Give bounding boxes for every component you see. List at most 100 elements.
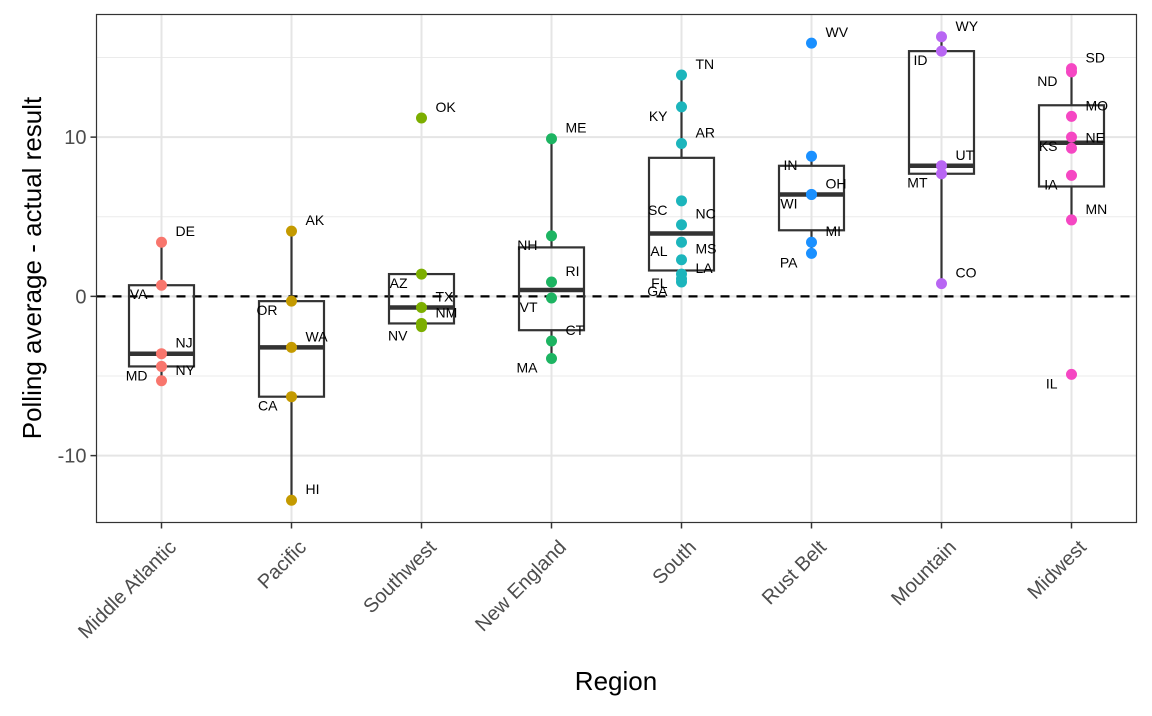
data-point [806, 236, 817, 248]
point-label: AZ [390, 275, 408, 291]
y-tick-label: 0 [75, 286, 86, 308]
point-label: NM [436, 304, 458, 320]
point-label: MT [907, 175, 928, 191]
point-label: MA [517, 359, 539, 375]
point-label: WI [780, 195, 797, 211]
point-label: ID [914, 52, 928, 68]
data-point [156, 360, 167, 372]
data-point [286, 295, 297, 307]
point-label: HI [306, 481, 320, 497]
point-label: OK [436, 99, 457, 115]
data-point [1066, 169, 1077, 181]
point-label: AR [696, 124, 715, 140]
point-label: WA [306, 328, 329, 344]
point-label: MS [696, 241, 717, 257]
data-point [676, 276, 687, 288]
y-axis: -10 0 10 [58, 127, 97, 468]
point-label: ND [1037, 73, 1057, 89]
point-label: VT [520, 299, 538, 315]
data-point [676, 195, 687, 207]
point-label: OR [257, 302, 278, 318]
data-point [936, 168, 947, 180]
point-label: GA [647, 283, 668, 299]
data-point [546, 292, 557, 304]
point-label: MO [1086, 97, 1109, 113]
point-label: WY [956, 18, 979, 34]
data-point [416, 317, 427, 329]
data-point [936, 278, 947, 290]
point-label: ME [566, 120, 587, 136]
point-label: MN [1086, 201, 1108, 217]
grid [96, 14, 1137, 523]
point-label: IL [1046, 375, 1058, 391]
point-label: NV [388, 328, 408, 344]
point-label: OH [826, 175, 847, 191]
data-point [676, 69, 687, 81]
data-point [936, 45, 947, 57]
point-label: NH [517, 237, 537, 253]
point-label: MD [126, 367, 148, 383]
data-point [286, 391, 297, 403]
point-label: VA [130, 286, 148, 302]
data-point [286, 341, 297, 353]
point-label: TX [436, 289, 455, 305]
data-point [936, 31, 947, 43]
point-label: IA [1044, 176, 1058, 192]
data-point [546, 230, 557, 242]
point-label: SC [648, 202, 667, 218]
data-point [286, 225, 297, 237]
point-labels: DE VA NJ MD NY AK OR WA CA HI OK AZ TX NV NM ME NH RI VT CT… [126, 18, 1108, 497]
data-point [546, 335, 557, 347]
point-label: FL [651, 275, 668, 291]
point-label: TN [696, 56, 715, 72]
point-label: CA [258, 398, 278, 414]
point-label: NJ [176, 335, 193, 351]
point-label: LA [696, 260, 714, 276]
data-point [676, 254, 687, 266]
box [777, 164, 846, 232]
data-point [676, 219, 687, 231]
point-label: NC [696, 206, 716, 222]
data-point [676, 137, 687, 149]
data-point [156, 279, 167, 291]
point-label: CO [956, 265, 977, 281]
data-point [416, 268, 427, 280]
point-label: IN [784, 157, 798, 173]
point-label: RI [566, 263, 580, 279]
point-label: SD [1086, 50, 1105, 66]
y-tick-label: -10 [58, 446, 87, 468]
y-tick-label: 10 [64, 127, 86, 149]
boxplots [127, 36, 1106, 501]
data-point [1066, 368, 1077, 380]
data-point [676, 101, 687, 113]
data-point [416, 302, 427, 314]
data-point [546, 352, 557, 364]
data-point [546, 133, 557, 145]
data-point [286, 494, 297, 506]
point-label: MI [826, 223, 842, 239]
data-point [1066, 142, 1077, 154]
point-label: AL [650, 243, 667, 259]
point-label: NY [176, 362, 196, 378]
point-label: KY [649, 108, 668, 124]
data-points [156, 31, 1077, 506]
data-point [1066, 214, 1077, 226]
data-point [546, 276, 557, 288]
point-label: WV [826, 24, 849, 40]
point-label: CT [566, 322, 585, 338]
point-label: UT [956, 147, 975, 163]
data-point [156, 236, 167, 248]
data-point [156, 348, 167, 360]
data-point [1066, 131, 1077, 143]
panel-border [95, 13, 1138, 524]
data-point [1066, 110, 1077, 122]
data-point [806, 150, 817, 162]
point-label: AK [306, 212, 325, 228]
point-label: NE [1086, 129, 1105, 145]
point-label: KS [1039, 138, 1058, 154]
data-point [806, 37, 817, 49]
data-point [806, 188, 817, 200]
data-point [1066, 66, 1077, 78]
data-point [156, 375, 167, 387]
data-point [806, 247, 817, 259]
